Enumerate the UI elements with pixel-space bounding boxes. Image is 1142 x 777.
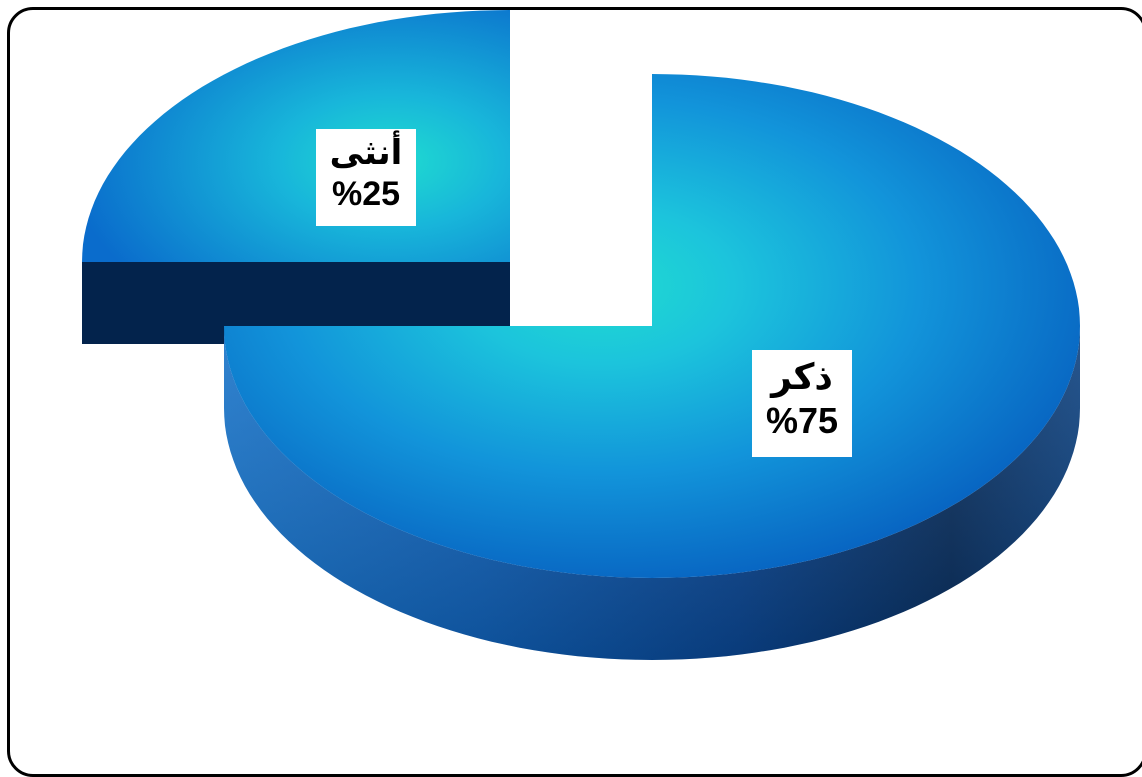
slice-label-male: ذكر %75: [752, 350, 852, 457]
slice-side-shade-male: [224, 326, 1080, 660]
slice-name-male: ذكر: [771, 357, 833, 398]
slice-value-female: %25: [331, 174, 401, 213]
slice-value-male: %75: [765, 400, 839, 442]
slice-name-female: أنثى: [329, 133, 403, 173]
slice-top-female: [82, 10, 510, 262]
slice-label-female: أنثى %25: [316, 129, 416, 226]
slice-top-male: [224, 74, 1080, 578]
slice-cut-face-female: [82, 262, 510, 344]
